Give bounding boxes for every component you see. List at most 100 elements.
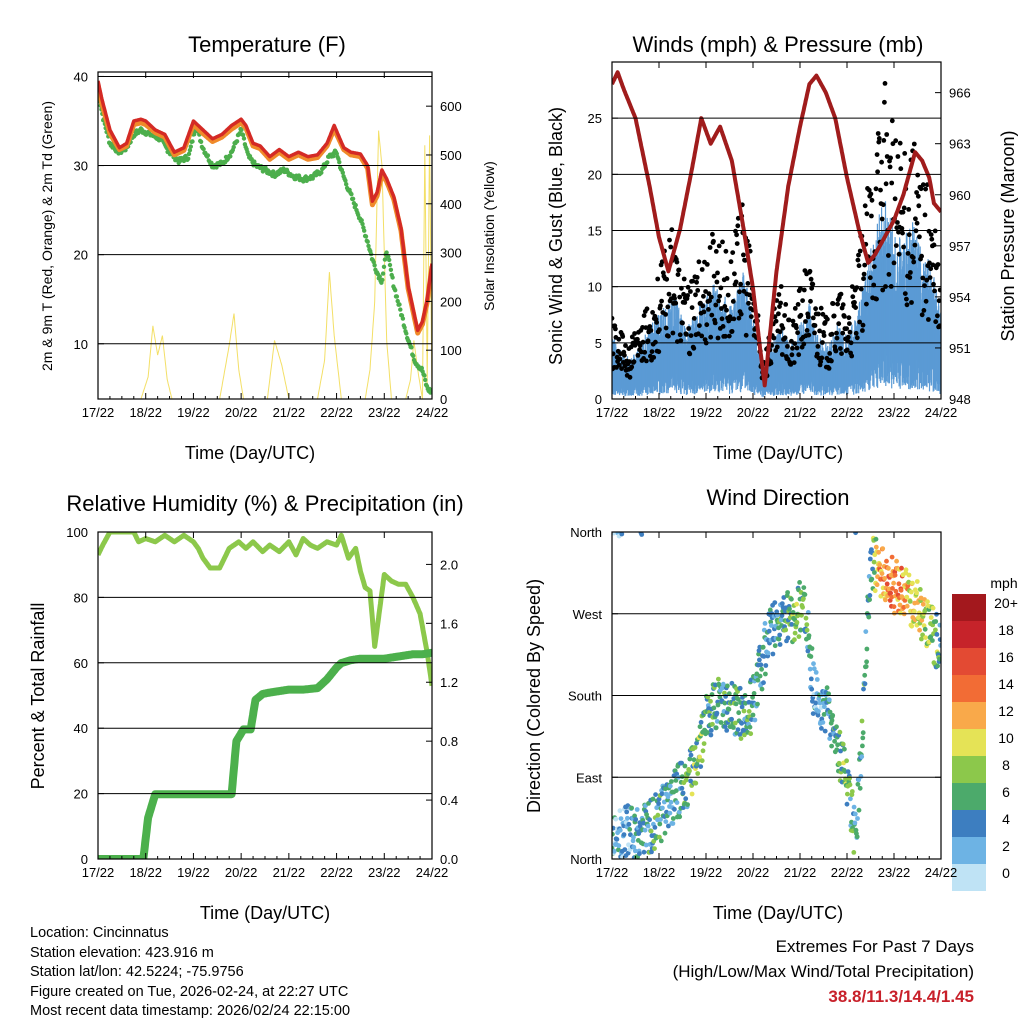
gridlines [612, 613, 941, 778]
x-tick-label: 17/22 [596, 405, 629, 420]
gust-point [790, 318, 796, 324]
direction-point [855, 816, 860, 821]
direction-point [679, 785, 685, 791]
gust-point [694, 275, 700, 280]
gust-point [868, 191, 874, 197]
gust-point [896, 251, 902, 257]
gust-point [845, 334, 851, 340]
direction-point [770, 651, 776, 657]
gust-point [857, 319, 862, 325]
direction-point [801, 596, 806, 601]
direction-point [658, 838, 664, 844]
gust-point [747, 292, 752, 298]
direction-point [856, 807, 862, 813]
gust-point [800, 298, 805, 303]
wind-direction-title: Wind Direction [706, 485, 849, 510]
x-tick-label: 21/22 [273, 865, 306, 880]
dewpoint-point [411, 353, 416, 358]
gust-point [691, 345, 697, 351]
gust-point [846, 315, 852, 321]
direction-point [837, 761, 842, 767]
gust-point [879, 216, 885, 222]
gust-point [737, 289, 742, 295]
direction-point [614, 836, 620, 842]
dewpoint-point [231, 144, 236, 150]
direction-point [803, 615, 809, 621]
gust-point [858, 286, 864, 292]
dewpoint-point [190, 139, 195, 144]
dewpoint-point [390, 275, 395, 280]
gridlines [98, 75, 432, 345]
y-tick-label: North [570, 525, 602, 540]
direction-point [729, 716, 734, 722]
gust-point [893, 243, 899, 249]
direction-point [879, 571, 885, 576]
direction-point [817, 700, 823, 706]
gust-point [792, 306, 798, 311]
direction-point [847, 782, 853, 788]
direction-point [612, 825, 616, 831]
direction-point [907, 599, 913, 604]
direction-point [933, 627, 938, 633]
direction-point [832, 738, 837, 744]
gust-point [928, 266, 934, 272]
direction-point [778, 617, 784, 623]
gust-point [926, 317, 931, 322]
gust-point [805, 314, 811, 320]
dewpoint-point [240, 132, 246, 138]
direction-point [855, 781, 861, 787]
direction-point [699, 758, 705, 764]
y-tick-label: 30 [74, 159, 88, 174]
direction-point [751, 691, 757, 696]
gust-point [801, 341, 807, 347]
direction-point [830, 713, 836, 718]
y-right-tick-label: 0.8 [440, 734, 458, 749]
gust-point [778, 300, 783, 306]
y-tick-label: 20 [74, 787, 88, 802]
gust-point [932, 288, 937, 294]
gust-point [658, 303, 663, 309]
direction-point [752, 717, 758, 723]
direction-point [718, 720, 724, 725]
direction-point [694, 740, 699, 746]
direction-point [816, 708, 821, 714]
plot-frame [97, 531, 433, 860]
direction-point [724, 728, 730, 733]
dewpoint-point [394, 294, 400, 299]
gust-point [862, 262, 868, 268]
gust-point [890, 141, 896, 147]
dewpoint-point [228, 154, 233, 159]
gust-point [915, 172, 921, 178]
gust-point [657, 327, 662, 333]
gust-point [900, 230, 905, 236]
direction-point [693, 780, 699, 786]
direction-point [934, 611, 939, 617]
gust-point [913, 216, 918, 222]
gust-point [655, 276, 661, 282]
gust-point [895, 220, 900, 225]
gust-point [710, 231, 715, 237]
direction-point [849, 789, 855, 794]
direction-point [861, 686, 866, 692]
direction-point [845, 769, 851, 774]
dewpoint-series [98, 87, 432, 395]
direction-point [769, 623, 774, 628]
dewpoint-point [187, 148, 193, 153]
gust-point [794, 345, 800, 351]
direction-point [910, 580, 915, 586]
legend-label: 18 [998, 622, 1014, 638]
gust-point [701, 309, 707, 315]
direction-point [862, 672, 868, 678]
direction-point [837, 729, 843, 735]
direction-point [808, 676, 814, 682]
direction-point [794, 601, 799, 607]
gust-point [825, 316, 830, 322]
gust-point [937, 287, 941, 293]
dewpoint-point [397, 302, 402, 307]
dewpoint-point [360, 221, 365, 227]
direction-point [713, 725, 719, 731]
dewpoint-point [349, 192, 354, 197]
gust-point [716, 243, 722, 249]
direction-point [827, 736, 833, 741]
gust-point [685, 293, 690, 298]
